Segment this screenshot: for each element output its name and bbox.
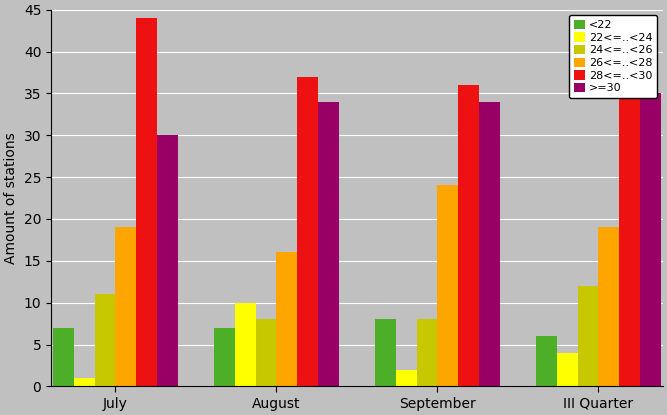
Bar xyxy=(276,252,297,386)
Bar xyxy=(396,370,416,386)
Y-axis label: Amount of stations: Amount of stations xyxy=(4,132,18,264)
Bar xyxy=(115,227,136,386)
Bar xyxy=(157,135,178,386)
Bar xyxy=(297,77,318,386)
Bar xyxy=(438,186,458,386)
Bar xyxy=(73,378,95,386)
Bar xyxy=(136,18,157,386)
Bar xyxy=(536,336,556,386)
Bar xyxy=(213,328,235,386)
Bar xyxy=(620,85,640,386)
Legend: <22, 22<=..<24, 24<=..<26, 26<=..<28, 28<=..<30, >=30: <22, 22<=..<24, 24<=..<26, 26<=..<28, 28… xyxy=(569,15,657,98)
Bar xyxy=(95,294,115,386)
Bar xyxy=(255,320,276,386)
Bar xyxy=(416,320,438,386)
Bar xyxy=(480,102,500,386)
Bar xyxy=(556,353,578,386)
Bar xyxy=(640,93,661,386)
Bar xyxy=(235,303,255,386)
Bar xyxy=(375,320,396,386)
Bar xyxy=(598,227,620,386)
Bar xyxy=(318,102,340,386)
Bar xyxy=(578,286,598,386)
Bar xyxy=(458,85,480,386)
Bar xyxy=(53,328,73,386)
